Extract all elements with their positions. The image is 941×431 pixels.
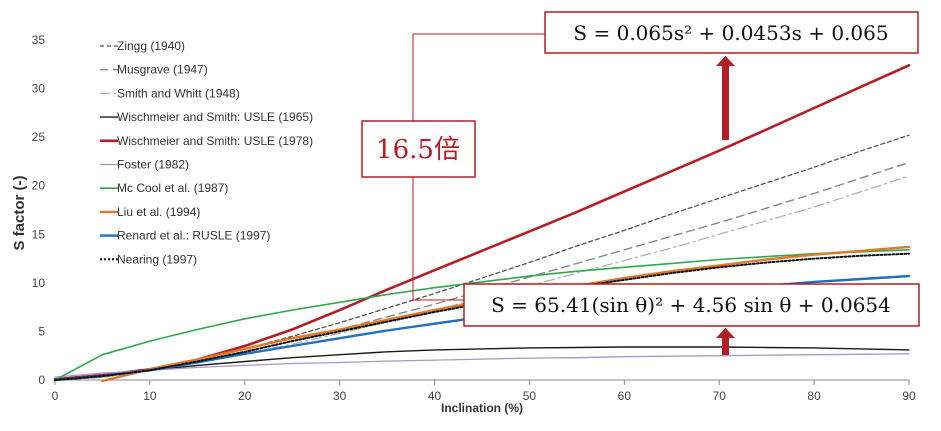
x-tick-label: 90 [902, 389, 916, 403]
x-tick-label: 80 [807, 389, 821, 403]
y-axis-label: S factor (-) [11, 175, 28, 250]
x-tick-label: 20 [238, 389, 252, 403]
y-tick-label: 5 [38, 324, 45, 338]
arrow-top [716, 56, 735, 140]
arrow-bottom [716, 328, 735, 355]
ratio-note-text: 16.5倍 [376, 135, 460, 165]
series-line-5 [54, 353, 910, 378]
x-tick-label: 10 [143, 389, 157, 403]
chart-axes: 0 10 20 30 40 50 60 70 80 90 0 5 10 15 20 25 30 35 [32, 33, 916, 403]
y-tick-label: 30 [32, 82, 46, 96]
legend-label: Musgrave (1947) [117, 63, 208, 77]
y-tick-label: 20 [32, 179, 46, 193]
legend-label: Smith and Whitt (1948) [117, 86, 240, 100]
y-tick-label: 0 [38, 373, 45, 387]
series-line-6 [54, 249, 910, 381]
equation-bottom-text: S = 65.41(sin θ)² + 4.56 sin θ + 0.0654 [491, 293, 891, 317]
legend: Zingg (1940) Musgrave (1947) Smith and Whi… [100, 39, 313, 266]
legend-label: Mc Cool et al. (1987) [117, 181, 228, 195]
x-tick-label: 50 [523, 389, 537, 403]
equation-bottom-box: S = 65.41(sin θ)² + 4.56 sin θ + 0.0654 [463, 283, 920, 327]
x-tick-label: 40 [428, 389, 442, 403]
x-axis-label: Inclination (%) [441, 401, 523, 415]
y-tick-label: 15 [32, 227, 46, 241]
x-tick-label: 0 [52, 389, 59, 403]
legend-label: Foster (1982) [117, 158, 189, 172]
series-line-3 [54, 346, 910, 381]
y-tick-label: 10 [32, 276, 46, 290]
equation-top-text: S = 0.065s² + 0.0453s + 0.065 [573, 21, 888, 45]
x-tick-label: 60 [618, 389, 632, 403]
legend-label: Wischmeier and Smith: USLE (1978) [117, 134, 313, 148]
legend-label: Wischmeier and Smith: USLE (1965) [117, 110, 313, 124]
y-tick-label: 35 [32, 33, 46, 47]
ratio-note-box: 16.5倍 [361, 120, 476, 178]
legend-label: Zingg (1940) [117, 39, 185, 53]
equation-top-box: S = 0.065s² + 0.0453s + 0.065 [544, 11, 919, 54]
legend-label: Renard et al.: RUSLE (1997) [117, 229, 270, 243]
x-tick-label: 70 [713, 389, 727, 403]
legend-label: Nearing (1997) [117, 252, 197, 266]
y-tick-label: 25 [32, 130, 46, 144]
x-tick-label: 30 [333, 389, 347, 403]
legend-label: Liu et al. (1994) [117, 205, 200, 219]
